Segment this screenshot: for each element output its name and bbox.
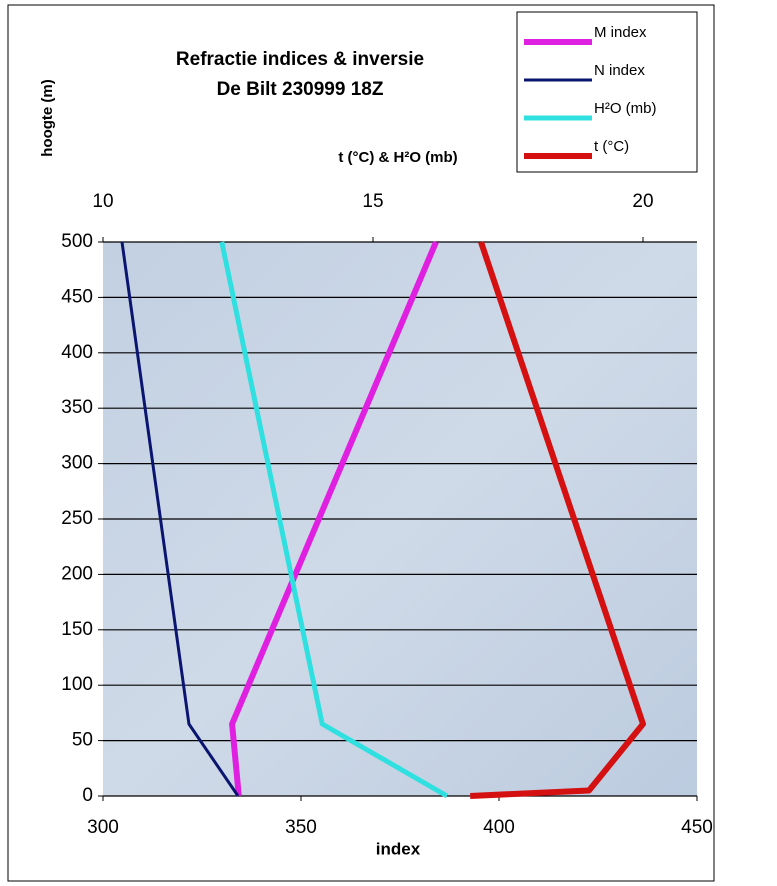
y-tick-label: 200 [61,563,93,584]
y-tick-label: 500 [61,231,93,252]
y-tick-label: 250 [61,508,93,529]
legend-label: N index [594,62,645,79]
y-tick-label: 350 [61,397,93,418]
x2-tick-label: 20 [632,191,653,212]
x-tick-label: 350 [285,817,317,838]
page: {"chart_data": {"type": "line", "title":… [0,0,777,886]
chart-subtitle: De Bilt 230999 18Z [217,79,384,100]
x2-tick-label: 10 [92,191,113,212]
chart-title: Refractie indices & inversie [176,49,424,70]
x2-axis-label: t (°C) & H²O (mb) [338,149,457,166]
y-tick-label: 300 [61,453,93,474]
x-tick-label: 450 [681,817,713,838]
legend-label: M index [594,24,647,41]
y-tick-label: 450 [61,286,93,307]
x-axis-label: index [376,839,421,858]
y-axis-label: hoogte (m) [39,79,56,156]
y-tick-label: 0 [82,785,93,806]
y-tick-label: 100 [61,674,93,695]
y-tick-label: 50 [72,730,93,751]
x2-tick-label: 15 [362,191,383,212]
legend-label: t (°C) [594,138,629,155]
y-tick-label: 150 [61,619,93,640]
x-tick-label: 300 [87,817,119,838]
chart: Refractie indices & inversie De Bilt 230… [0,0,777,886]
legend-label: H²O (mb) [594,100,657,117]
x-tick-label: 400 [483,817,515,838]
y-tick-label: 400 [61,342,93,363]
